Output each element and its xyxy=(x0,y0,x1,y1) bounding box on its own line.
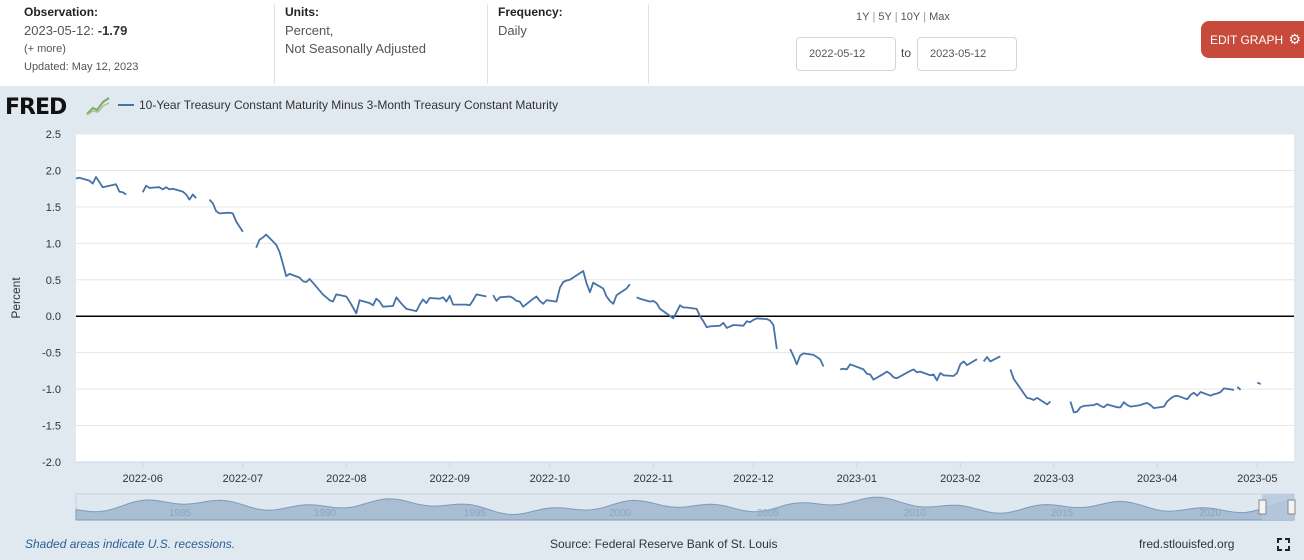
range-max-link[interactable]: Max xyxy=(929,11,950,23)
edit-graph-button[interactable]: EDIT GRAPH ⚙ xyxy=(1201,21,1304,58)
x-tick-label: 2022-06 xyxy=(123,473,163,485)
y-axis-ticks: 2.5 2.0 1.5 1.0 0.5 0.0 -0.5 -1.0 -1.5 -2.0 xyxy=(42,129,61,469)
y-tick-label: -0.5 xyxy=(42,348,61,360)
y-tick-label: -2.0 xyxy=(42,457,61,469)
navigator-year-label: 2020 xyxy=(1199,508,1222,519)
frequency-panel: Frequency: Daily xyxy=(488,4,649,84)
edit-graph-label: EDIT GRAPH xyxy=(1210,33,1284,47)
y-tick-label: -1.5 xyxy=(42,421,61,433)
series-segment xyxy=(75,176,127,196)
y-tick-label: 0.0 xyxy=(46,311,61,323)
range-1y-link[interactable]: 1Y xyxy=(856,11,870,23)
series-line xyxy=(75,176,1261,414)
x-axis-ticks: 2022-06 2022-07 2022-08 2022-09 2022-10 2022-… xyxy=(76,461,1294,485)
navigator-year-label: 1995 xyxy=(464,508,487,519)
navigator-year-label: 1990 xyxy=(314,508,337,519)
gear-icon: ⚙ xyxy=(1288,31,1302,47)
site-url[interactable]: fred.stlouisfed.org xyxy=(1139,537,1235,551)
more-link[interactable]: (+ more) xyxy=(24,43,66,55)
series-segment xyxy=(1069,387,1235,414)
x-tick-label: 2022-08 xyxy=(326,473,366,485)
series-segment xyxy=(208,198,244,233)
navigator-labels: 1985 1990 1995 2000 2005 2010 2015 2020 xyxy=(169,508,1222,519)
end-date-input[interactable] xyxy=(917,37,1017,71)
observation-line: 2023-05-12: -1.79 xyxy=(24,22,274,40)
x-tick-label: 2023-04 xyxy=(1137,473,1177,485)
series-segment xyxy=(255,233,487,315)
units-label: Units: xyxy=(285,5,319,19)
start-date-input[interactable] xyxy=(796,37,896,71)
navigator-year-label: 2015 xyxy=(1051,508,1074,519)
navigator-area xyxy=(75,496,1295,521)
line-chart[interactable]: 2.5 2.0 1.5 1.0 0.5 0.0 -0.5 -1.0 -1.5 -2.0 2022-… xyxy=(0,120,1304,532)
units-panel: Units: Percent, Not Seasonally Adjusted xyxy=(275,4,488,84)
range-navigator[interactable]: 1985 1990 1995 2000 2005 2010 2015 2020 xyxy=(75,493,1296,521)
series-legend: 10-Year Treasury Constant Maturity Minus… xyxy=(118,98,558,112)
info-bar: Observation: 2023-05-12: -1.79 (+ more) … xyxy=(0,0,1304,86)
observation-panel: Observation: 2023-05-12: -1.79 (+ more) … xyxy=(24,4,275,84)
updated-date: Updated: May 12, 2023 xyxy=(24,61,139,73)
y-tick-label: 1.5 xyxy=(46,202,61,214)
y-tick-label: 2.0 xyxy=(46,165,61,177)
series-segment xyxy=(840,358,978,382)
x-tick-label: 2022-10 xyxy=(530,473,570,485)
fred-logo[interactable]: FRED xyxy=(5,95,67,120)
recession-note: Shaded areas indicate U.S. recessions. xyxy=(25,537,236,551)
series-segment xyxy=(1009,369,1051,406)
observation-value: -1.79 xyxy=(97,23,128,38)
x-tick-label: 2023-05 xyxy=(1237,473,1277,485)
y-axis-label: Percent xyxy=(9,277,23,319)
y-tick-label: 1.0 xyxy=(46,238,61,250)
series-segment xyxy=(789,348,825,367)
x-tick-label: 2023-02 xyxy=(940,473,980,485)
x-tick-label: 2023-03 xyxy=(1034,473,1074,485)
navigator-right-handle[interactable] xyxy=(1287,499,1296,515)
series-title: 10-Year Treasury Constant Maturity Minus… xyxy=(139,98,559,112)
x-tick-label: 2022-11 xyxy=(634,473,674,485)
x-tick-label: 2022-12 xyxy=(733,473,773,485)
series-segment xyxy=(141,184,197,201)
units-line1: Percent, xyxy=(285,23,334,38)
navigator-left-handle[interactable] xyxy=(1258,499,1267,515)
date-to-label: to xyxy=(901,46,912,60)
range-10y-link[interactable]: 10Y xyxy=(900,11,921,23)
x-tick-label: 2023-01 xyxy=(837,473,877,485)
x-tick-label: 2022-09 xyxy=(430,473,470,485)
x-tick-label: 2022-07 xyxy=(223,473,263,485)
y-tick-label: 0.5 xyxy=(46,275,61,287)
legend-swatch xyxy=(118,104,134,106)
frequency-value: Daily xyxy=(498,23,527,38)
navigator-year-label: 2010 xyxy=(904,508,927,519)
series-segment xyxy=(492,270,631,308)
units-line2: Not Seasonally Adjusted xyxy=(285,41,426,56)
navigator-year-label: 2005 xyxy=(757,508,780,519)
y-tick-label: -1.0 xyxy=(42,384,61,396)
observation-label: Observation: xyxy=(24,5,99,19)
source-text: Source: Federal Reserve Bank of St. Loui… xyxy=(550,537,778,551)
observation-date: 2023-05-12: xyxy=(24,23,95,38)
series-segment xyxy=(982,355,1001,363)
navigator-year-label: 2000 xyxy=(609,508,632,519)
fullscreen-icon[interactable] xyxy=(1277,538,1290,551)
series-segment xyxy=(636,296,778,350)
navigator-year-label: 1985 xyxy=(169,508,192,519)
plot-area xyxy=(76,134,1294,462)
trend-graph-icon xyxy=(86,96,110,116)
range-links: 1Y | 5Y | 10Y | Max xyxy=(856,11,950,23)
series-segment xyxy=(1236,386,1242,391)
frequency-label: Frequency: xyxy=(498,5,563,19)
series-segment xyxy=(1256,381,1261,385)
range-5y-link[interactable]: 5Y xyxy=(878,11,892,23)
y-tick-label: 2.5 xyxy=(46,129,61,141)
